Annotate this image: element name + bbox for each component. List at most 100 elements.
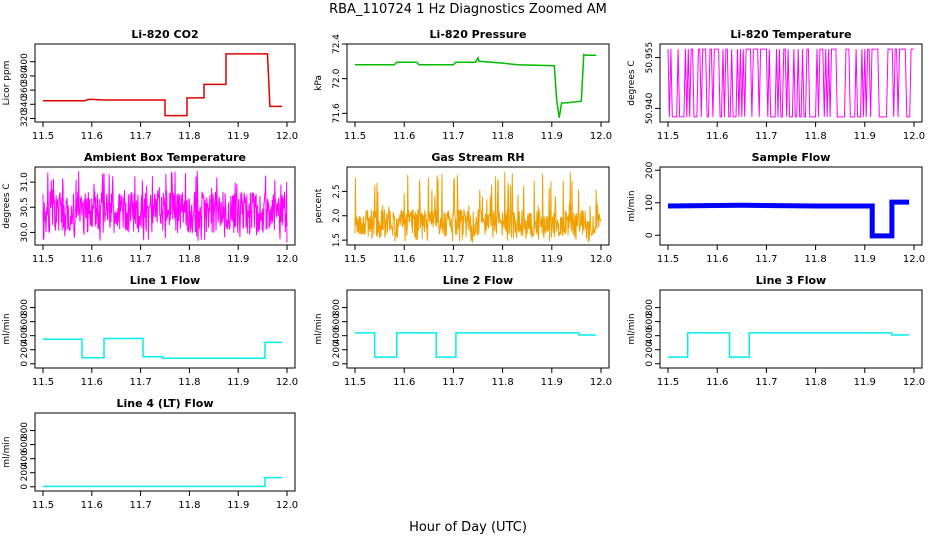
page-title: RBA_110724 1 Hz Diagnostics Zoomed AM <box>329 2 607 17</box>
x-tick-label: 12.0 <box>590 254 612 265</box>
x-tick-label: 11.8 <box>178 377 200 388</box>
x-tick-label: 11.5 <box>32 500 54 511</box>
y-tick-label: 400 <box>20 53 30 70</box>
x-tick-label: 11.9 <box>541 131 563 142</box>
y-tick-label: 0 <box>20 484 30 490</box>
y-tick-label: 200 <box>332 341 342 358</box>
y-axis-label: ml/min <box>627 190 637 221</box>
chart-licor_temp: Li-820 Temperature degrees C 11.5 11.6 11.7 1… <box>627 28 925 142</box>
chart-line4: Line 4 (LT) Flow ml/min 11.5 11.6 11.7 11.8 11… <box>2 397 298 511</box>
chart-line2: Line 2 Flow ml/min 11.5 11.6 11.7 11.8 11.9 12.… <box>314 274 612 388</box>
x-tick-label: 12.0 <box>276 254 298 265</box>
series-line <box>355 53 597 118</box>
y-tick-label: 400 <box>20 327 30 344</box>
series-line <box>43 53 283 117</box>
y-tick-label: 200 <box>20 341 30 358</box>
series-line <box>42 170 288 243</box>
chart-title: Ambient Box Temperature <box>84 151 246 164</box>
y-tick-label: 1.5 <box>332 233 342 247</box>
chart-line1: Line 1 Flow ml/min 11.5 11.6 11.7 11.8 11.9 12.… <box>2 274 298 388</box>
y-tick-label: 31.0 <box>20 172 30 192</box>
plot-frame <box>34 43 296 123</box>
x-axis-label: Hour of Day (UTC) <box>409 520 527 535</box>
y-axis-label: kPa <box>314 75 324 91</box>
y-tick-label: 600 <box>332 313 342 330</box>
y-tick-label: 30.5 <box>20 197 30 217</box>
y-tick-label: 800 <box>20 422 30 439</box>
x-tick-label: 11.7 <box>755 254 777 265</box>
y-tick-label: 600 <box>20 313 30 330</box>
chart-pressure: Li-820 Pressure kPa 11.5 11.6 11.7 11.8 11.9 12… <box>314 28 612 142</box>
y-axis-label: ml/min <box>2 313 12 344</box>
plot-frame <box>34 412 296 492</box>
plot-frame <box>346 43 610 123</box>
series-line <box>667 199 910 239</box>
chart-title: Line 3 Flow <box>756 274 826 287</box>
y-tick-label: 72.0 <box>332 68 342 88</box>
x-tick-label: 11.9 <box>541 254 563 265</box>
x-tick-label: 11.9 <box>227 377 249 388</box>
x-tick-label: 11.7 <box>129 131 151 142</box>
x-tick-label: 11.6 <box>706 254 728 265</box>
x-tick-label: 11.5 <box>344 131 366 142</box>
y-tick-label: 380 <box>20 67 30 84</box>
x-tick-label: 11.5 <box>657 131 679 142</box>
y-tick-label: 340 <box>20 95 30 112</box>
y-tick-label: 800 <box>332 299 342 316</box>
plot-frame <box>659 289 923 369</box>
x-tick-label: 11.7 <box>755 131 777 142</box>
x-tick-label: 12.0 <box>903 131 925 142</box>
y-tick-label: 320 <box>20 110 30 127</box>
y-tick-label: 400 <box>332 327 342 344</box>
x-tick-label: 11.9 <box>854 131 876 142</box>
x-tick-label: 11.6 <box>81 254 103 265</box>
y-tick-label: 200 <box>645 161 655 178</box>
y-tick-label: 400 <box>645 327 655 344</box>
y-tick-label: 800 <box>645 299 655 316</box>
plot-frame <box>34 166 296 246</box>
x-tick-label: 12.0 <box>276 131 298 142</box>
chart-title: Line 2 Flow <box>443 274 513 287</box>
x-tick-label: 11.6 <box>706 131 728 142</box>
chart-rh: Gas Stream RH percent 11.5 11.6 11.7 11.8 11.9… <box>314 151 612 265</box>
x-tick-label: 11.8 <box>178 500 200 511</box>
chart-title: Li-820 Pressure <box>430 28 527 41</box>
y-tick-label: 0 <box>645 361 655 367</box>
y-tick-label: 0 <box>332 361 342 367</box>
series-line <box>43 337 283 359</box>
x-tick-label: 11.7 <box>442 254 464 265</box>
x-tick-label: 11.7 <box>129 377 151 388</box>
chart-title: Line 1 Flow <box>130 274 200 287</box>
y-tick-label: 200 <box>645 341 655 358</box>
x-tick-label: 11.8 <box>178 131 200 142</box>
x-tick-label: 11.8 <box>178 254 200 265</box>
x-tick-label: 11.8 <box>491 254 513 265</box>
x-tick-label: 11.5 <box>344 254 366 265</box>
x-tick-label: 11.6 <box>393 131 415 142</box>
plot-frame <box>659 166 923 246</box>
x-tick-label: 11.6 <box>81 500 103 511</box>
y-tick-label: 50.940 <box>645 92 655 124</box>
x-tick-label: 11.6 <box>81 377 103 388</box>
plot-frame <box>346 289 610 369</box>
y-axis-label: ml/min <box>314 313 324 344</box>
y-tick-label: 200 <box>20 464 30 481</box>
x-tick-label: 11.8 <box>804 377 826 388</box>
y-axis-label: Licor ppm <box>2 61 12 106</box>
x-tick-label: 11.5 <box>32 131 54 142</box>
y-axis-label: degrees C <box>2 183 12 228</box>
chart-title: Sample Flow <box>752 151 831 164</box>
x-tick-label: 11.5 <box>344 377 366 388</box>
x-tick-label: 11.6 <box>81 131 103 142</box>
x-tick-label: 12.0 <box>276 377 298 388</box>
x-tick-label: 11.9 <box>227 131 249 142</box>
chart-title: Line 4 (LT) Flow <box>117 397 214 410</box>
x-tick-label: 11.7 <box>129 500 151 511</box>
x-tick-label: 11.8 <box>804 131 826 142</box>
chart-title: Li-820 Temperature <box>730 28 851 41</box>
x-tick-label: 11.9 <box>854 377 876 388</box>
y-tick-label: 0 <box>645 232 655 238</box>
y-tick-label: 400 <box>20 450 30 467</box>
series-line <box>667 48 914 118</box>
chart-panels: Li-820 CO2 Licor ppm 11.5 11.6 11.7 11.8 11.9 1… <box>2 28 925 511</box>
